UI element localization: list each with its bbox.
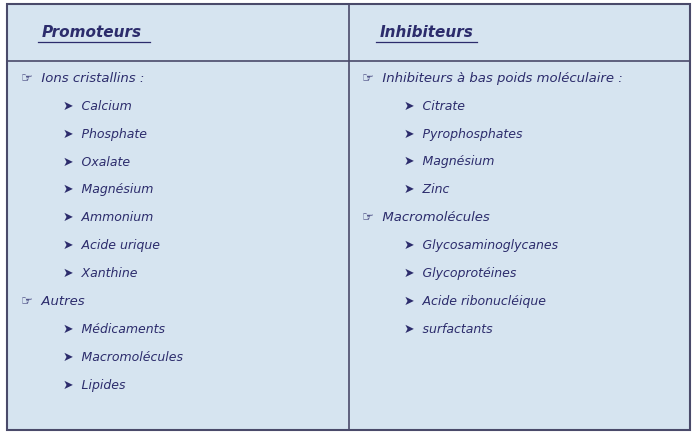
Text: Promoteurs: Promoteurs (42, 25, 142, 40)
Text: ➤  Lipides: ➤ Lipides (63, 379, 125, 392)
Text: ➤  Magnésium: ➤ Magnésium (63, 184, 153, 197)
Text: ➤  Pyrophosphates: ➤ Pyrophosphates (404, 128, 523, 141)
Text: ➤  Glycosaminoglycanes: ➤ Glycosaminoglycanes (404, 239, 558, 252)
Text: ➤  Zinc: ➤ Zinc (404, 184, 450, 197)
Text: ➤  Ammonium: ➤ Ammonium (63, 211, 153, 224)
Text: Inhibiteurs: Inhibiteurs (380, 25, 474, 40)
Text: ➤  Glycoprotéines: ➤ Glycoprotéines (404, 267, 516, 280)
FancyBboxPatch shape (7, 4, 690, 430)
Text: ➤  Macromolécules: ➤ Macromolécules (63, 351, 183, 364)
Text: ➤  Citrate: ➤ Citrate (404, 99, 466, 112)
Text: ➤  Calcium: ➤ Calcium (63, 99, 132, 112)
Text: ➤  Médicaments: ➤ Médicaments (63, 323, 164, 336)
Text: ➤  Xanthine: ➤ Xanthine (63, 267, 137, 280)
Text: ➤  Acide ribonucléique: ➤ Acide ribonucléique (404, 295, 546, 308)
Text: ☞  Inhibiteurs à bas poids moléculaire :: ☞ Inhibiteurs à bas poids moléculaire : (362, 72, 623, 85)
Text: ➤  Acide urique: ➤ Acide urique (63, 239, 160, 252)
Text: ☞  Ions cristallins :: ☞ Ions cristallins : (21, 72, 144, 85)
Text: ☞  Macromolécules: ☞ Macromolécules (362, 211, 490, 224)
Text: ➤  Oxalate: ➤ Oxalate (63, 155, 130, 168)
Text: ➤  Magnésium: ➤ Magnésium (404, 155, 495, 168)
Text: ➤  surfactants: ➤ surfactants (404, 323, 493, 336)
Text: ☞  Autres: ☞ Autres (21, 295, 84, 308)
Text: ➤  Phosphate: ➤ Phosphate (63, 128, 147, 141)
